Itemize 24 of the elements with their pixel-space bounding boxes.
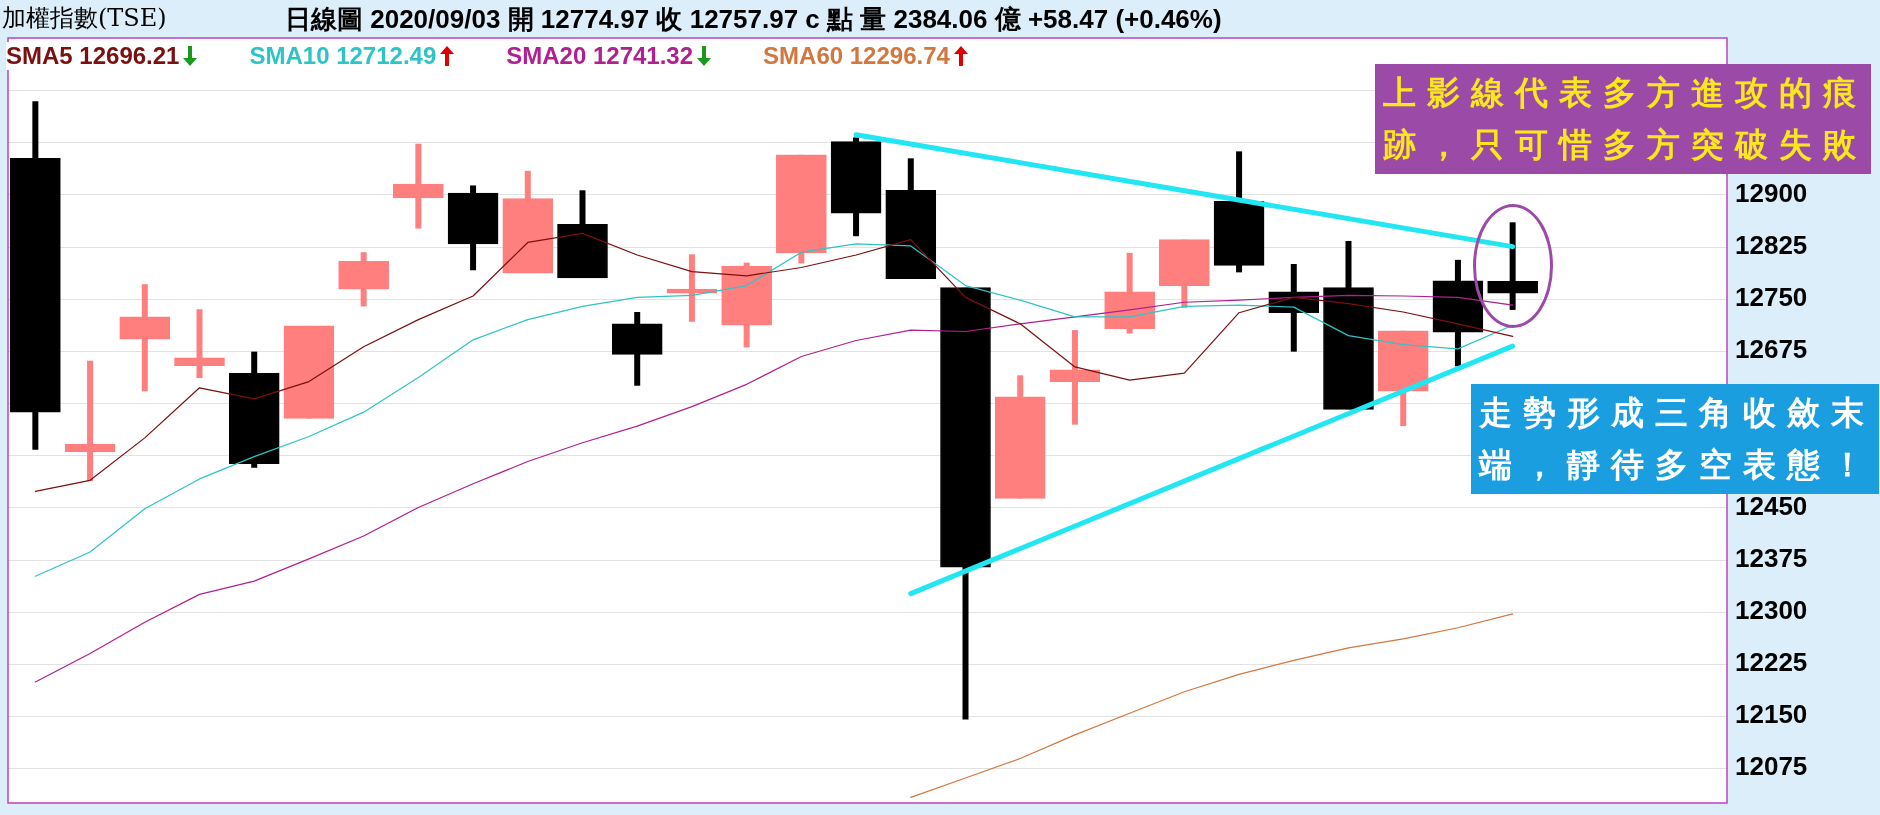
y-tick-label: 12300 — [1735, 594, 1808, 625]
candlestick — [174, 309, 225, 379]
y-tick-label: 12825 — [1735, 229, 1808, 260]
y-tick-label: 12750 — [1735, 281, 1808, 312]
text: SMA60 12296.74 — [763, 42, 951, 70]
y-tick-label: 12225 — [1735, 647, 1808, 678]
candlestick — [64, 360, 116, 482]
annotation: 上影線代表多方進攻的痕跡，只可惜多方突破失敗 — [1375, 64, 1871, 174]
text: SMA20 12741.32 — [506, 42, 695, 70]
candlestick — [393, 143, 444, 229]
y-tick-label: 12150 — [1735, 699, 1808, 730]
y-tick-label: 12375 — [1735, 542, 1808, 573]
text: SMA5 12696.21 — [6, 42, 181, 70]
text: SMA10 12712.49 — [249, 42, 438, 70]
y-tick-label: 12675 — [1735, 334, 1808, 365]
y-tick-label: 12900 — [1735, 177, 1808, 208]
chart-subtitle: 日線圖 2020/09/03 開 12774.97 收 12757.97 c 點 量 2384.06 億 +58.47 (+0.46%) — [285, 3, 1222, 36]
chart-title: 加權指數(TSE) — [2, 3, 167, 34]
y-tick-label: 12450 — [1735, 490, 1808, 521]
candlestick — [1487, 222, 1538, 310]
candlestick — [1049, 330, 1101, 425]
y-tick-label: 12075 — [1735, 751, 1808, 782]
annotation: 走勢形成三角收斂末端，靜待多空表態！ — [1479, 393, 1875, 484]
candlestick — [666, 254, 718, 322]
